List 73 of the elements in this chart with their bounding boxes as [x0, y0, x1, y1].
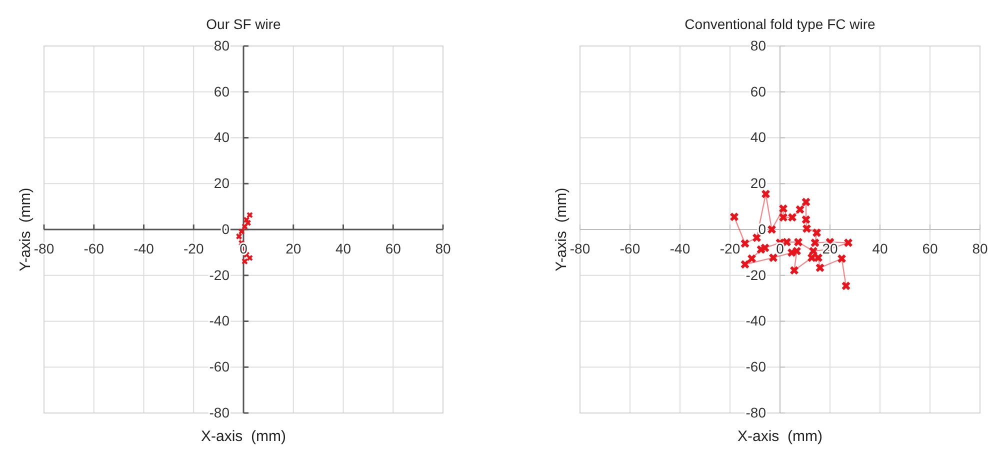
- point: [844, 238, 852, 248]
- y-axis-title: Y-axis (mm): [17, 188, 34, 272]
- point: [740, 260, 750, 269]
- point: [236, 233, 242, 240]
- x-tick-label: -20: [184, 240, 204, 256]
- y-tick-label: -60: [746, 358, 766, 375]
- point: [246, 212, 253, 218]
- point: [740, 239, 750, 248]
- x-tick-label: -80: [34, 240, 54, 256]
- y-tick-label: 80: [750, 37, 766, 54]
- point: [816, 264, 824, 272]
- x-tick-label: 20: [822, 240, 838, 256]
- y-axis-title: Y-axis (mm): [553, 188, 570, 272]
- y-tick-label: -40: [746, 312, 766, 329]
- point: [792, 246, 801, 256]
- x-tick-label: -40: [134, 240, 154, 256]
- x-tick-label: -60: [620, 240, 640, 256]
- y-tick-label: -80: [209, 404, 230, 420]
- point: [242, 258, 248, 264]
- point: [756, 245, 766, 254]
- x-tick-label: -40: [670, 240, 690, 256]
- y-tick-label: 60: [750, 83, 766, 100]
- x-tick-label: 60: [922, 240, 938, 256]
- x-tick-label: -60: [84, 240, 104, 256]
- y-tick-label: 20: [750, 175, 766, 192]
- point: [790, 266, 798, 275]
- y-tick-label: 40: [750, 129, 766, 146]
- x-tick-label: -80: [570, 240, 590, 256]
- y-tick-label: 40: [214, 129, 230, 146]
- point: [238, 228, 244, 235]
- point: [768, 225, 776, 234]
- x-tick-label: 80: [972, 240, 988, 256]
- x-tick-label: -20: [720, 240, 740, 256]
- point: [802, 215, 810, 224]
- x-tick-label: 80: [435, 240, 451, 256]
- point: [246, 254, 253, 261]
- point: [808, 253, 816, 262]
- y-tick-label: -80: [746, 404, 766, 420]
- y-tick-label: -20: [746, 266, 766, 283]
- point: [794, 238, 802, 246]
- point: [842, 282, 850, 290]
- point: [242, 224, 248, 230]
- point: [809, 246, 818, 256]
- x-axis-title: X-axis (mm): [738, 428, 822, 445]
- point: [802, 224, 811, 233]
- point: [810, 238, 820, 248]
- y-tick-label: 0: [758, 220, 766, 237]
- y-tick-label: 60: [214, 83, 230, 100]
- x-tick-label: 60: [385, 240, 402, 256]
- chart-title: Our SF wire: [206, 16, 282, 32]
- point: [748, 254, 756, 263]
- point: [812, 228, 821, 237]
- point: [769, 253, 778, 262]
- y-tick-label: 80: [214, 37, 230, 54]
- x-tick-label: 20: [286, 240, 302, 256]
- point: [796, 205, 804, 214]
- x-tick-label: 40: [872, 240, 888, 256]
- x-tick-label: 40: [335, 240, 352, 256]
- point: [752, 234, 761, 242]
- point: [779, 213, 788, 222]
- y-tick-label: -20: [209, 266, 230, 283]
- y-tick-label: -40: [209, 312, 230, 329]
- chart-title: Conventional fold type FC wire: [684, 16, 876, 32]
- point: [788, 213, 796, 222]
- y-tick-label: -60: [209, 358, 230, 375]
- point: [838, 254, 846, 263]
- point: [730, 212, 738, 222]
- y-tick-label: 20: [214, 175, 230, 192]
- point: [779, 204, 788, 213]
- point: [802, 198, 810, 206]
- x-axis-title: X-axis (mm): [201, 428, 286, 445]
- point: [762, 190, 770, 198]
- point: [814, 253, 822, 262]
